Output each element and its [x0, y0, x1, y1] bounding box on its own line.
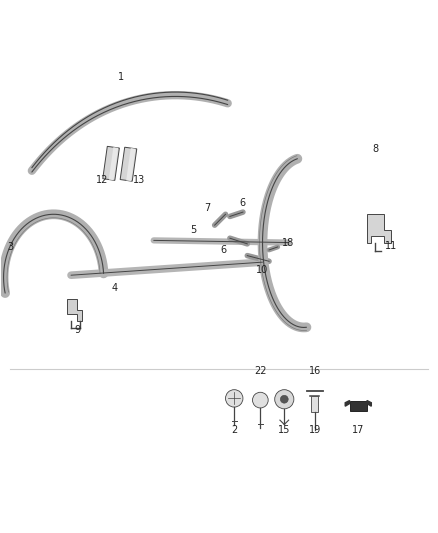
Circle shape — [226, 390, 243, 407]
Text: 11: 11 — [385, 240, 397, 251]
Text: 19: 19 — [309, 425, 321, 435]
Text: 2: 2 — [231, 425, 237, 435]
Text: 3: 3 — [7, 242, 13, 252]
Text: 13: 13 — [133, 175, 145, 185]
Bar — [120, 147, 137, 181]
Circle shape — [275, 390, 294, 409]
Bar — [109, 147, 118, 180]
Text: 9: 9 — [74, 325, 81, 335]
Text: 8: 8 — [373, 144, 379, 154]
Polygon shape — [345, 400, 350, 406]
Bar — [103, 147, 120, 180]
Text: 16: 16 — [309, 366, 321, 376]
Text: 4: 4 — [112, 283, 118, 293]
Text: 17: 17 — [352, 425, 364, 435]
Bar — [350, 400, 367, 411]
Bar — [311, 396, 318, 413]
Text: 1: 1 — [118, 72, 124, 82]
Polygon shape — [67, 299, 82, 321]
Text: 12: 12 — [96, 175, 109, 185]
Text: 22: 22 — [254, 366, 267, 376]
Text: 7: 7 — [204, 203, 210, 213]
Text: 6: 6 — [240, 198, 246, 208]
Polygon shape — [367, 214, 391, 243]
Text: 5: 5 — [190, 224, 196, 235]
Text: 6: 6 — [220, 245, 226, 255]
Circle shape — [280, 395, 288, 403]
Text: 10: 10 — [255, 264, 268, 274]
Text: 18: 18 — [282, 238, 294, 247]
Polygon shape — [367, 400, 371, 406]
Bar — [126, 148, 136, 181]
Circle shape — [253, 392, 268, 408]
Text: 15: 15 — [278, 425, 290, 435]
